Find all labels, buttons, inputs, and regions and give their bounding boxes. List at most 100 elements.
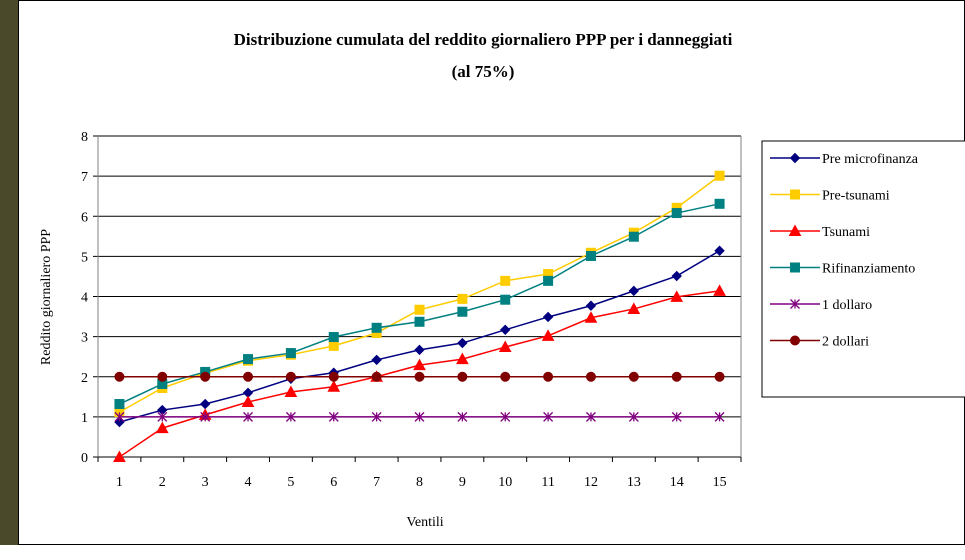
marker (457, 411, 468, 422)
x-tick-label: 9 (459, 475, 466, 490)
y-tick-label: 0 (81, 451, 88, 466)
marker (414, 411, 425, 422)
y-tick-label: 7 (81, 170, 88, 185)
marker (714, 371, 725, 382)
legend-label: Pre-tsunami (822, 189, 890, 204)
marker (713, 284, 726, 296)
marker (714, 170, 725, 181)
marker (328, 371, 339, 382)
marker (371, 371, 382, 382)
marker (414, 304, 425, 315)
x-tick-label: 10 (498, 475, 512, 490)
marker (414, 316, 425, 327)
marker (113, 450, 126, 462)
marker (788, 224, 802, 236)
marker (241, 395, 255, 408)
marker (200, 371, 211, 382)
marker (541, 329, 555, 341)
marker (542, 311, 554, 323)
y-tick-label: 3 (81, 331, 88, 346)
marker (670, 290, 684, 302)
marker (584, 311, 598, 323)
x-tick-label: 2 (159, 475, 166, 490)
chart-subtitle: (al 75%) (452, 62, 515, 81)
marker (628, 285, 640, 297)
marker (790, 335, 800, 346)
marker (200, 411, 211, 422)
marker (500, 411, 511, 422)
marker (543, 371, 554, 382)
x-tick-label: 4 (245, 475, 252, 490)
marker (671, 208, 682, 219)
marker (414, 344, 425, 356)
y-tick-label: 4 (81, 291, 88, 306)
marker (114, 399, 125, 410)
marker (714, 411, 725, 422)
marker (500, 324, 511, 336)
marker (628, 411, 639, 422)
marker (328, 411, 339, 422)
marker (585, 300, 597, 311)
marker (371, 354, 382, 366)
x-tick-label: 3 (202, 475, 209, 490)
x-tick-label: 1 (116, 475, 123, 490)
marker (327, 380, 341, 392)
marker (585, 250, 596, 261)
marker (243, 354, 254, 365)
marker (328, 332, 339, 343)
marker (243, 371, 254, 382)
x-tick-label: 5 (287, 475, 294, 490)
marker (285, 411, 296, 422)
x-tick-label: 13 (627, 475, 641, 490)
x-tick-label: 8 (416, 475, 423, 490)
marker (498, 340, 512, 353)
x-tick-label: 12 (584, 475, 598, 490)
marker (585, 371, 596, 382)
marker (157, 411, 168, 422)
y-tick-label: 5 (81, 250, 88, 265)
x-tick-label: 11 (541, 475, 554, 490)
y-tick-label: 6 (81, 210, 88, 225)
marker (457, 306, 468, 317)
marker (790, 299, 800, 309)
marker (671, 371, 682, 382)
marker (114, 371, 125, 382)
marker (414, 371, 425, 382)
x-axis-label: Ventili (406, 515, 443, 530)
marker (628, 231, 639, 242)
marker (285, 348, 296, 359)
y-tick-label: 1 (81, 411, 88, 426)
marker (543, 275, 554, 286)
marker (371, 411, 382, 422)
marker (457, 337, 468, 349)
y-axis-label: Reddito giornaliero PPP (39, 229, 54, 365)
photo-strip (0, 0, 18, 545)
marker (328, 340, 339, 351)
x-tick-label: 6 (330, 475, 337, 490)
x-tick-label: 15 (713, 475, 727, 490)
marker (500, 294, 511, 305)
marker (714, 198, 725, 209)
legend-label: Pre microfinanza (822, 152, 919, 167)
marker (243, 411, 253, 422)
marker (789, 152, 801, 164)
marker (456, 352, 469, 365)
marker (586, 411, 596, 422)
marker (714, 245, 725, 256)
legend-label: 1 dollaro (822, 298, 872, 313)
marker (457, 293, 468, 304)
legend-label: Rifinanziamento (822, 262, 915, 277)
marker (457, 371, 468, 382)
marker (155, 421, 169, 434)
marker (284, 385, 298, 397)
y-tick-label: 2 (81, 371, 88, 386)
marker (500, 371, 511, 382)
marker (157, 371, 168, 382)
marker (543, 411, 554, 422)
legend-label: 2 dollari (822, 335, 869, 350)
marker (790, 262, 800, 273)
legend-label: Tsunami (822, 225, 870, 240)
marker (790, 189, 800, 200)
